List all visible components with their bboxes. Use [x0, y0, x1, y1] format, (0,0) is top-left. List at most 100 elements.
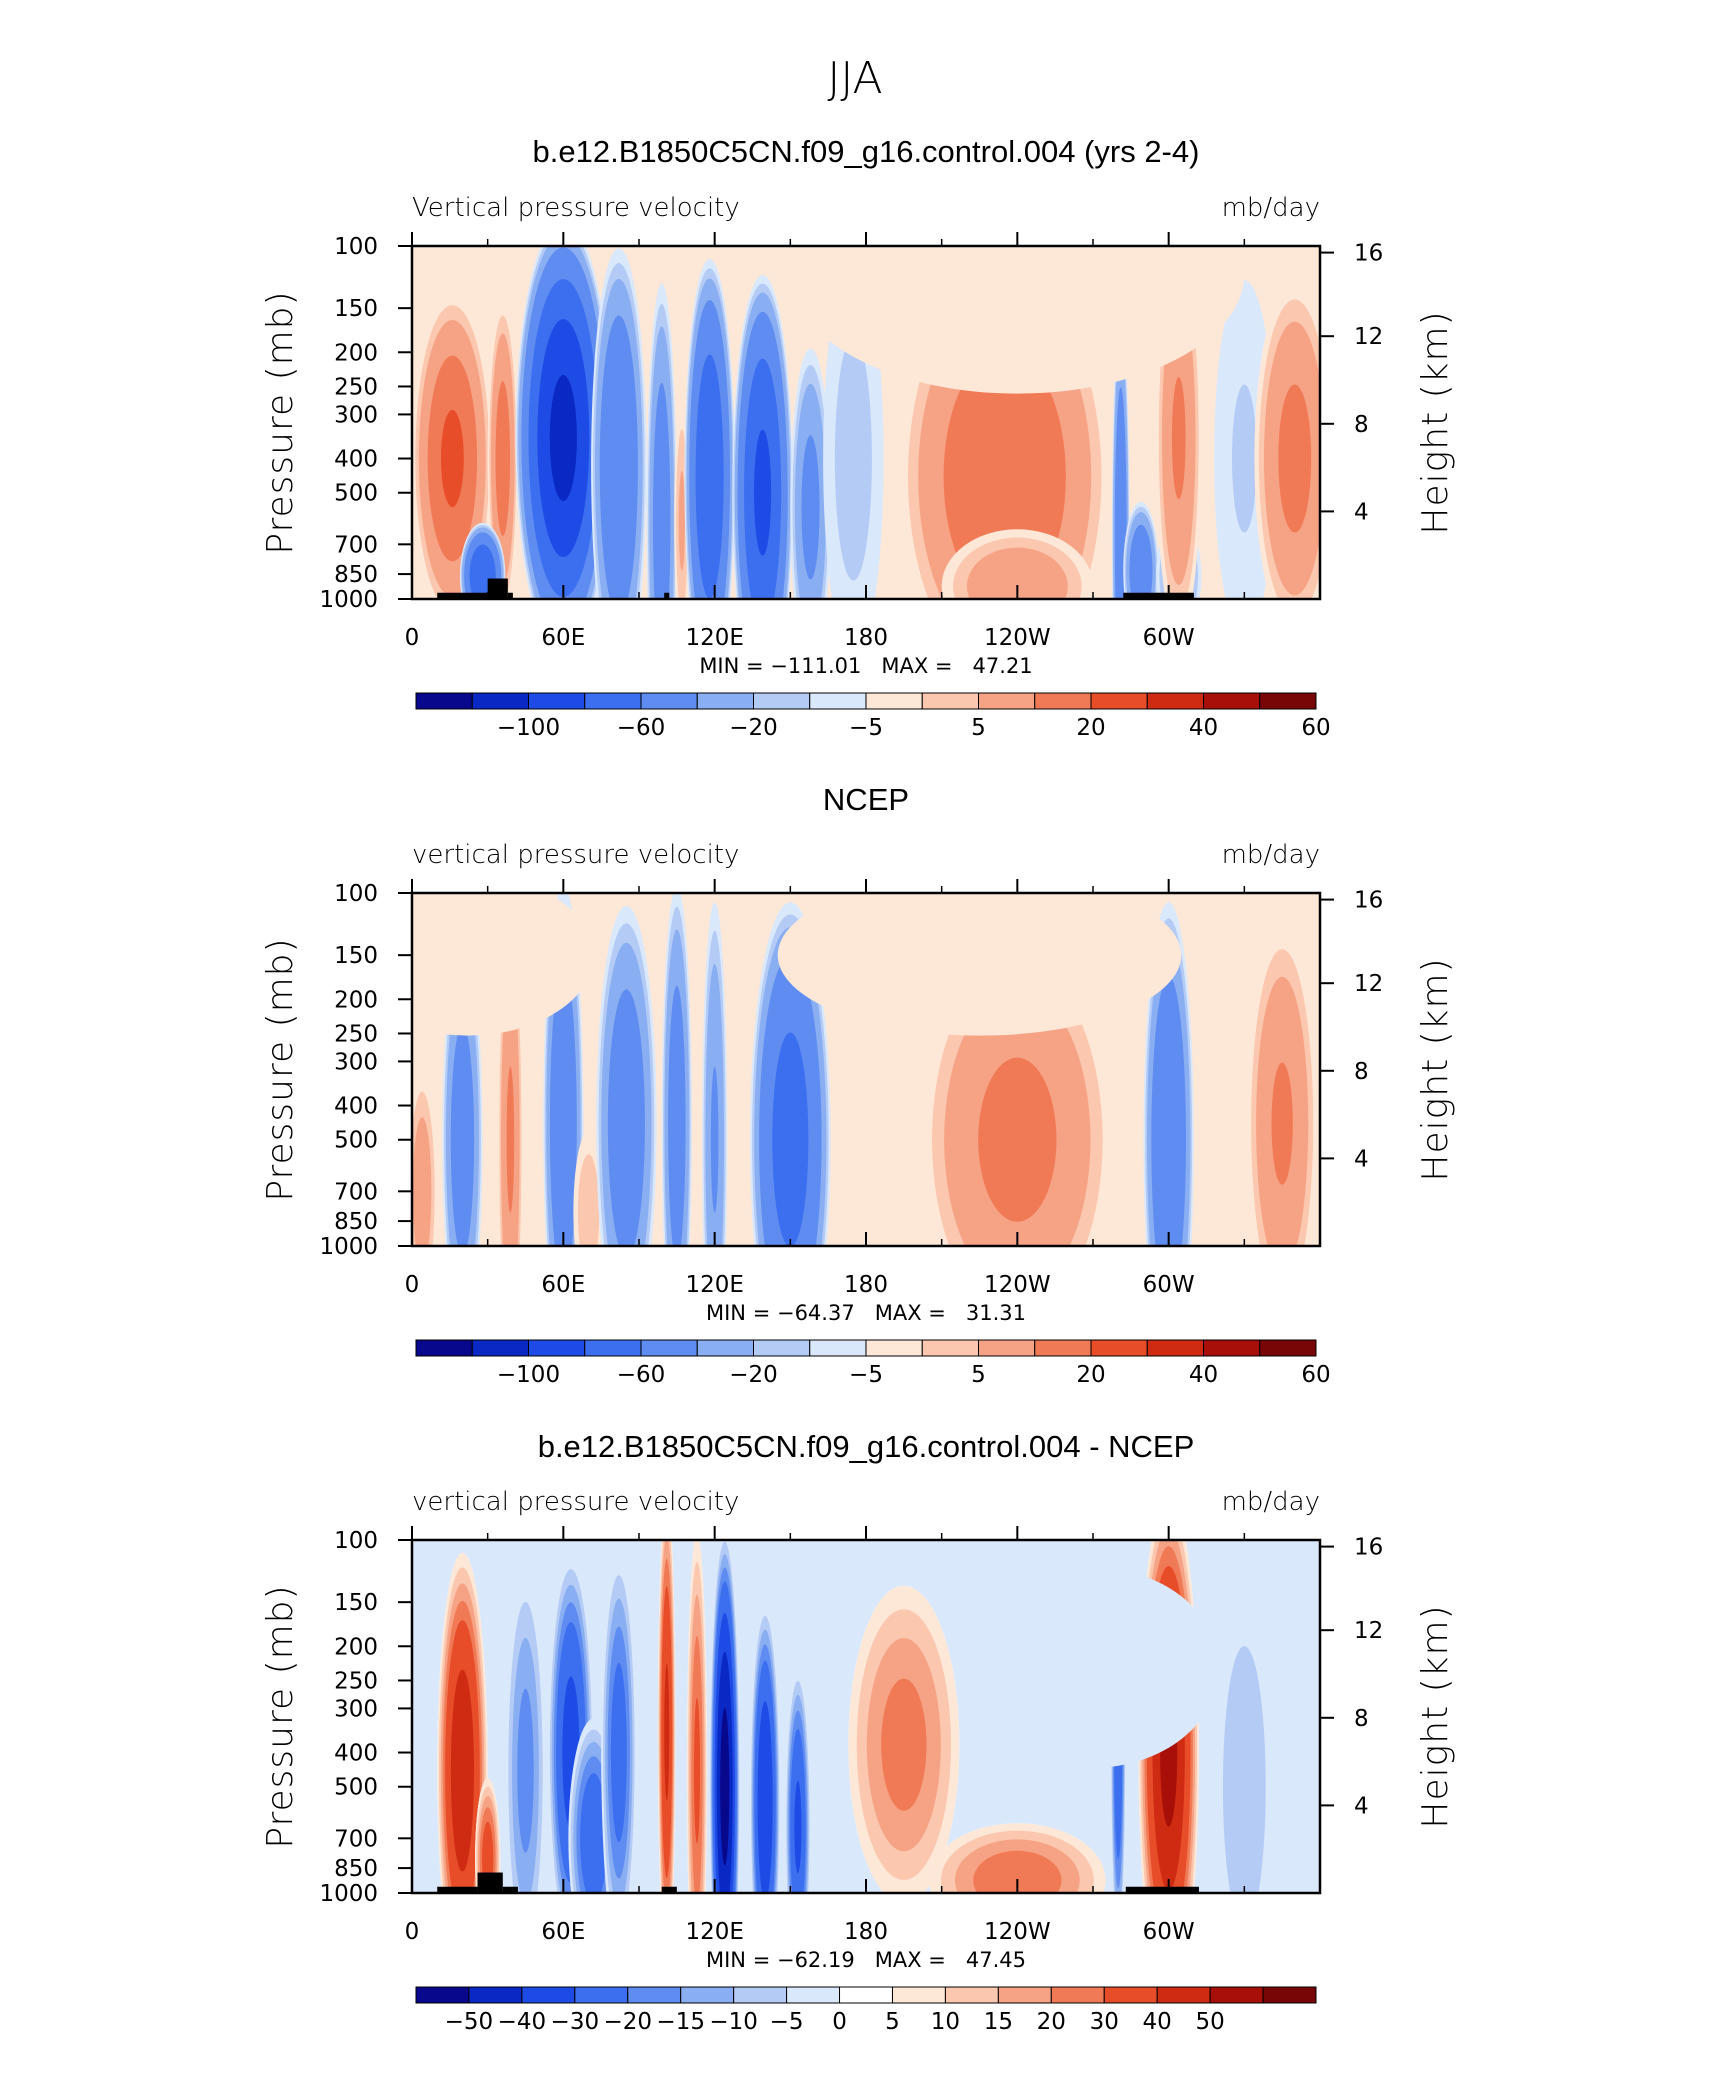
panel-3-topography — [1125, 1886, 1199, 1893]
panel-2-colorbar-box — [978, 1339, 1036, 1357]
panel-2-colorbar-label: 40 — [1189, 1362, 1218, 1388]
panel-3-y2-axis-title: Height (km) — [1415, 1604, 1456, 1828]
panel-3-colorbar: −50 −40 −30 −20 −15 −10 −5 0 5 10 15 20 30 40 50 — [415, 1986, 1317, 2035]
panel-2-y-tick-label: 500 — [334, 1128, 378, 1154]
panel-2-colorbar-box — [921, 1339, 979, 1357]
panel-2-y-tick-label: 200 — [334, 987, 378, 1013]
panel-3-y-tick-label: 100 — [334, 1528, 378, 1554]
panel-3-colorbar-box — [574, 1986, 629, 2004]
panel-2-contour-band — [978, 1057, 1057, 1222]
panel-2-contour-band — [412, 1117, 432, 1246]
panel-2-contour-band — [668, 985, 686, 1246]
panel-3-contour-band — [757, 1701, 773, 1893]
panel-1-colorbar-box — [584, 692, 642, 710]
panel-3-title: b.e12.B1850C5CN.f09_g16.control.004 - NC… — [538, 1429, 1195, 1464]
panel-1-topography — [487, 578, 508, 599]
panel-1-colorbar-box — [415, 692, 473, 710]
panel-1-colorbar-label: −5 — [849, 715, 883, 741]
panel-3-contour-band — [966, 1567, 1220, 1768]
panel-2-contour-band — [1271, 1062, 1293, 1185]
panel-2-left-label: vertical pressure velocity — [412, 840, 739, 870]
panel-3-x-tick-label: 120E — [685, 1919, 743, 1945]
panel-3-topography — [502, 1886, 518, 1893]
panel-1-y-axis-title: Pressure (mb) — [260, 290, 301, 554]
panel-1-x-tick-label: 180 — [844, 625, 888, 651]
panel-2-contour-band — [506, 1066, 515, 1213]
panel-1-contour-band — [1129, 524, 1153, 599]
panel-2-colorbar-label: 20 — [1076, 1362, 1105, 1388]
panel-1-colorbar-label: −20 — [729, 715, 778, 741]
panel-3-colorbar-label: 0 — [832, 2009, 847, 2035]
panel-2-stats: MIN = −64.37 MAX = 31.31 — [706, 1301, 1026, 1325]
panel-2-x-tick-label: 180 — [844, 1272, 888, 1298]
panel-2-colorbar-box — [809, 1339, 867, 1357]
panel-1-y-tick-label: 150 — [334, 296, 378, 322]
panel-3-stats: MIN = −62.19 MAX = 47.45 — [706, 1948, 1026, 1972]
panel-3-y2-tick-label: 12 — [1354, 1618, 1383, 1644]
panel-3-contour-band — [973, 1850, 1062, 1893]
panel-2-title: NCEP — [823, 782, 909, 817]
panel-3-colorbar-box — [1209, 1986, 1264, 2004]
panel-3-colorbar-label: 15 — [984, 2009, 1013, 2035]
panel-2-colorbar-box — [1146, 1339, 1204, 1357]
panel-1-unit-label: mb/day — [1222, 193, 1320, 223]
panel-1-colorbar-label: 20 — [1076, 715, 1105, 741]
panel-2-y-tick-label: 300 — [334, 1049, 378, 1075]
panel-1-colorbar-box — [921, 692, 979, 710]
panel-3-colorbar-box — [997, 1986, 1052, 2004]
panel-2-colorbar-box — [528, 1339, 586, 1357]
panel-2-contour-band — [1151, 975, 1187, 1246]
panel-1-y2-axis-title: Height (km) — [1415, 310, 1456, 534]
panel-1-y-tick-label: 300 — [334, 402, 378, 428]
panel-3-colorbar-label: 5 — [885, 2009, 900, 2035]
panel-2-y-axis-title: Pressure (mb) — [260, 937, 301, 1201]
panel-1-x-tick-label: 120W — [984, 625, 1051, 651]
panel-1-x-tick-label: 120E — [685, 625, 743, 651]
panel-2-colorbar-label: −100 — [497, 1362, 560, 1388]
panel-3-contour-band — [1222, 1646, 1266, 1893]
panel-3-colorbar-box — [521, 1986, 576, 2004]
panel-3-left-label: vertical pressure velocity — [412, 1487, 739, 1517]
panel-3-topography — [477, 1872, 503, 1893]
panel-3-colorbar-box — [733, 1986, 788, 2004]
panel-3-y-tick-label: 300 — [334, 1696, 378, 1722]
panel-3-y2-tick-label: 4 — [1354, 1793, 1369, 1819]
panel-3-y-tick-label: 500 — [334, 1775, 378, 1801]
panel-1-contour-band — [1231, 384, 1257, 533]
panel-1-contour-band — [1278, 384, 1312, 533]
panel-1-colorbar-box — [1203, 692, 1261, 710]
panel-2: NCEP vertical pressure velocity mb/day 0… — [260, 782, 1456, 1388]
panel-2-contour-band — [450, 1024, 475, 1246]
panel-3-contour-band — [664, 1663, 670, 1801]
figure-title: JJA — [827, 53, 882, 104]
panel-3-colorbar-label: −40 — [498, 2009, 547, 2035]
panel-2-unit-label: mb/day — [1222, 840, 1320, 870]
panel-2-contour-band — [710, 1066, 719, 1213]
panel-3-colorbar-label: 10 — [931, 2009, 960, 2035]
panel-2-colorbar-box — [471, 1339, 529, 1357]
panel-2-colorbar-label: −60 — [617, 1362, 666, 1388]
panel-1-title: b.e12.B1850C5CN.f09_g16.control.004 (yrs… — [533, 134, 1200, 169]
panel-1-x-tick-label: 60W — [1143, 625, 1195, 651]
panel-2-y-tick-label: 1000 — [319, 1234, 378, 1260]
panel-3-colorbar-label: 50 — [1195, 2009, 1224, 2035]
panel-3-contour-band — [794, 1780, 802, 1874]
panel-1-colorbar-label: 5 — [971, 715, 986, 741]
panel-3-x-tick-label: 180 — [844, 1919, 888, 1945]
panel-3-x-tick-label: 0 — [405, 1919, 420, 1945]
panel-3-colorbar-box — [415, 1986, 470, 2004]
panel-1-colorbar-label: 40 — [1189, 715, 1218, 741]
panel-3-unit-label: mb/day — [1222, 1487, 1320, 1517]
panel-3-y-tick-label: 250 — [334, 1668, 378, 1694]
panel-3-colorbar-label: −50 — [445, 2009, 494, 2035]
panel-3-colorbar-label: 20 — [1037, 2009, 1066, 2035]
panel-3-y-tick-label: 700 — [334, 1826, 378, 1852]
panel-2-colorbar-box — [1259, 1339, 1317, 1357]
panel-2-x-tick-label: 120W — [984, 1272, 1051, 1298]
panel-1-x-tick-label: 60E — [541, 625, 585, 651]
panel-3-colorbar-label: −20 — [603, 2009, 652, 2035]
panel-1-colorbar-box — [1259, 692, 1317, 710]
panel-1-contour-band — [549, 375, 577, 502]
panel-1-colorbar-box — [1090, 692, 1148, 710]
